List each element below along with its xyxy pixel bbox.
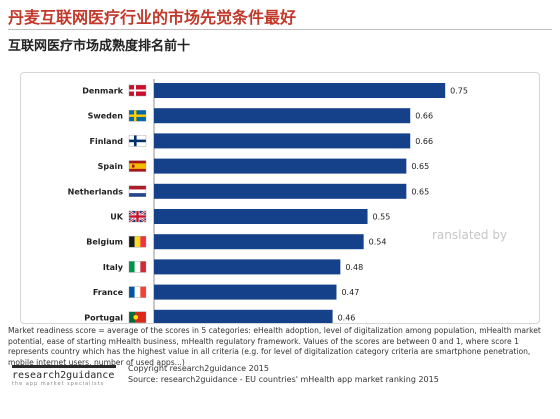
bar-chart: Denmark 0.75 Sweden 0.66 Finland 0.66 Spain 0.6… <box>68 79 468 323</box>
bar <box>154 108 411 124</box>
france-flag-icon <box>128 286 147 298</box>
bar-value-label: 0.65 <box>411 162 429 171</box>
spain-flag-icon <box>128 160 147 172</box>
netherlands-flag-icon <box>128 185 147 198</box>
category-label: Portugal <box>84 313 123 322</box>
research2guidance-logo: research2guidance the app market special… <box>12 365 116 387</box>
category-label: Denmark <box>82 87 123 96</box>
bar-value-label: 0.54 <box>369 238 387 247</box>
uk-flag-icon <box>128 209 147 224</box>
bar-value-label: 0.48 <box>345 263 363 272</box>
portugal-flag-icon <box>128 311 147 323</box>
translator-watermark: ranslated by <box>432 228 508 242</box>
chart-panel: Denmark 0.75 Sweden 0.66 Finland 0.66 Spain 0.6… <box>20 72 540 324</box>
category-label: Spain <box>98 162 124 171</box>
page-title: 丹麦互联网医疗行业的市场先觉条件最好 <box>8 8 297 27</box>
source-text: Source: research2guidance - EU countries… <box>128 375 439 384</box>
bar-value-label: 0.65 <box>411 187 429 196</box>
bar <box>154 83 446 98</box>
bar-value-label: 0.55 <box>373 213 391 222</box>
category-label: France <box>93 288 124 297</box>
bar <box>154 284 337 300</box>
sweden-flag-icon <box>128 110 147 122</box>
bar <box>154 309 333 323</box>
bar <box>154 259 341 275</box>
bar <box>154 209 368 224</box>
bar-value-label: 0.46 <box>338 313 356 322</box>
methodology-footnote: Market readiness score = average of the … <box>8 326 541 367</box>
bar-value-label: 0.47 <box>341 288 359 297</box>
bar-value-label: 0.66 <box>415 137 433 146</box>
chart-subtitle: 互联网医疗市场成熟度排名前十 <box>8 39 191 54</box>
bar-value-label: 0.75 <box>450 87 468 96</box>
logo-wordmark: research2guidance <box>12 370 115 381</box>
category-label: Netherlands <box>68 187 124 196</box>
bar <box>154 234 364 250</box>
bar <box>154 183 407 199</box>
category-label: Belgium <box>86 238 123 247</box>
copyright-text: Copyright research2guidance 2015 <box>128 364 269 373</box>
bar <box>154 133 411 149</box>
logo-tagline: the app market specialists <box>12 381 105 387</box>
bar <box>154 158 407 174</box>
finland-flag-icon <box>128 135 147 147</box>
bar-value-label: 0.66 <box>415 112 433 121</box>
belgium-flag-icon <box>128 235 147 248</box>
category-label: Finland <box>90 137 124 146</box>
category-label: Sweden <box>88 112 124 121</box>
category-label: Italy <box>103 263 124 272</box>
italy-flag-icon <box>128 261 147 273</box>
title-divider <box>8 29 552 30</box>
denmark-flag-icon <box>128 84 147 97</box>
category-label: UK <box>110 213 123 222</box>
